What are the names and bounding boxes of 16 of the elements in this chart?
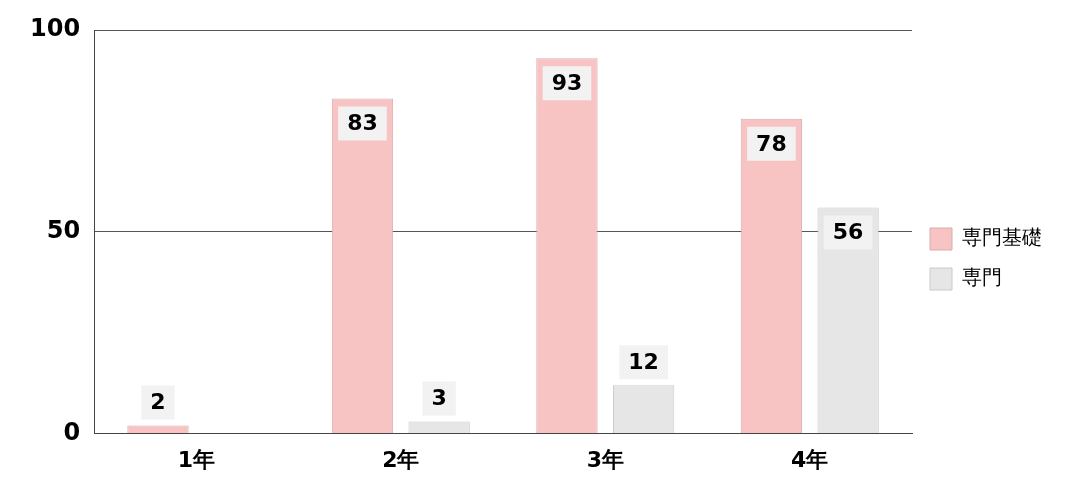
data-label: 12 [628,348,659,374]
x-tick-label: 1年 [177,446,215,472]
data-label: 56 [832,219,864,245]
data-label: 83 [347,110,378,136]
x-tick-label: 3年 [586,446,624,472]
data-label: 2 [150,389,166,415]
legend-label: 専門 [962,265,1002,290]
data-label: 93 [551,69,583,95]
data-label: 78 [756,130,787,156]
x-tick-label: 4年 [791,446,829,472]
y-tick-label: 100 [29,14,81,43]
y-tick-label: 0 [63,417,81,446]
y-tick-label: 50 [46,216,81,245]
legend-label: 専門基礎 [962,225,1042,250]
x-tick-label: 2年 [382,446,420,472]
data-label: 3 [431,385,447,411]
